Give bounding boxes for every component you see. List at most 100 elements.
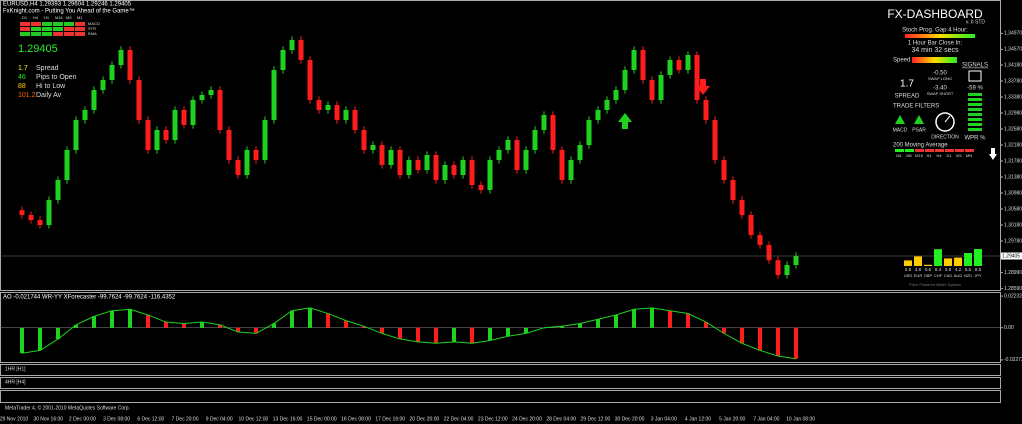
- ao-bar: [56, 327, 60, 340]
- y-tick-label: 1.32580: [1004, 126, 1022, 132]
- macd-icon: [895, 115, 905, 124]
- candle-body: [577, 145, 583, 160]
- x-tick-label: 3 Jan 04:00: [651, 416, 677, 422]
- strength-footer: Price Powered Meter System: [909, 282, 961, 287]
- last-price-box: [1001, 252, 1022, 260]
- candle-body: [721, 160, 727, 180]
- candle-body: [595, 110, 601, 120]
- x-tick-label: 22 Dec 04:00: [444, 416, 474, 422]
- y-tick-label: 1.31380: [1004, 174, 1022, 180]
- timeframe-label: M15: [55, 15, 64, 20]
- ma-label: H4: [936, 153, 942, 158]
- signals-label: SIGNALS: [962, 63, 988, 69]
- x-tick-label: 6 Dec 12:00: [137, 416, 164, 422]
- ma-cell: [905, 149, 914, 152]
- candle-body: [550, 115, 556, 150]
- stat-label: Pips to Open: [36, 74, 77, 81]
- ao-bar: [128, 309, 132, 328]
- candle-body: [658, 75, 664, 100]
- wpr-value: -59 %: [967, 86, 983, 92]
- trade-filters: TRADE FILTERS: [893, 104, 939, 110]
- candle-body: [37, 220, 43, 225]
- ao-bar: [92, 316, 96, 328]
- candle-body: [325, 105, 331, 110]
- last-price-label: 1.29405: [1002, 253, 1020, 259]
- y-tick-label: 1.29780: [1004, 238, 1022, 244]
- ao-bar: [632, 309, 636, 328]
- candle-body: [172, 110, 178, 140]
- y-tick-label: 1.30980: [1004, 190, 1022, 196]
- x-tick-label: 20 Dec 20:00: [410, 416, 440, 422]
- strength-value: 8.5: [975, 267, 982, 272]
- speed-bar: [912, 57, 957, 63]
- ao-bar: [20, 327, 24, 354]
- candle-body: [388, 150, 394, 165]
- x-tick-label: 5 Jan 20:00: [719, 416, 745, 422]
- ao-bar: [434, 327, 438, 344]
- candle-body: [379, 145, 385, 165]
- candle-body: [280, 50, 286, 70]
- signal-cell: [53, 22, 63, 26]
- ao-bar: [218, 324, 222, 328]
- candle-body: [451, 165, 457, 175]
- sell-arrow: [696, 79, 710, 95]
- strength-bar: [924, 264, 932, 266]
- x-tick-label: 13 Dec 16:00: [273, 416, 303, 422]
- candle-body: [748, 215, 754, 235]
- candle-body: [226, 130, 232, 160]
- candle-body: [361, 130, 367, 150]
- swap-short: -3.40: [933, 86, 947, 92]
- stoch-bar: [905, 34, 975, 38]
- candle-body: [154, 130, 160, 150]
- y-tick-label: 1.33780: [1004, 78, 1022, 84]
- y-tick-label: 1.34570: [1004, 47, 1022, 53]
- candle-body: [253, 150, 259, 160]
- footer: MetaTrader 4, © 2001-2010 MetaQuotes Sof…: [5, 404, 130, 411]
- ao-bar: [452, 327, 456, 342]
- ao-bar: [344, 320, 348, 328]
- stat-value: 101.2: [18, 92, 36, 99]
- dash-title: FX-DASHBOARD: [887, 7, 983, 21]
- h1-frame: [0, 364, 1001, 376]
- candle-body: [631, 50, 637, 70]
- ma-cell: [935, 149, 944, 152]
- ao-bar: [686, 313, 690, 328]
- stat-label: Spread: [36, 65, 59, 72]
- candle-body: [478, 185, 484, 190]
- ao-bar: [326, 313, 330, 328]
- timeframe-label: M5: [66, 15, 72, 20]
- candle-body: [514, 140, 520, 170]
- x-tick-label: 30 Dec 20:00: [615, 416, 645, 422]
- strength-bar: [934, 249, 942, 266]
- ma-row: M1 M5 M15 H1 H4 D1 W1 MN: [895, 149, 974, 158]
- ma-cell: [925, 149, 934, 152]
- candle-body: [469, 160, 475, 185]
- ao-line: [21, 307, 797, 360]
- candle-body: [622, 70, 628, 90]
- x-tick-label: 16 Dec 08:00: [341, 416, 371, 422]
- ao-bar: [236, 327, 240, 332]
- candle-body: [775, 260, 781, 275]
- ma-cell: [965, 149, 974, 152]
- candle-body: [586, 120, 592, 145]
- ao-bar: [416, 327, 420, 342]
- y-tick-label: 1.31780: [1004, 158, 1022, 164]
- ma-label: M15: [915, 153, 924, 158]
- ao-bar: [470, 327, 474, 344]
- stoch-label: Stoch Prog. Gap 4 Hour:: [902, 28, 968, 34]
- ma-cell: [915, 149, 924, 152]
- candle-body: [685, 55, 691, 70]
- timeframe-label: H4: [33, 15, 39, 20]
- candle-body: [424, 155, 430, 170]
- tagline: FxKnight.com - Putting You Ahead of the …: [3, 8, 135, 15]
- candle-body: [757, 235, 763, 245]
- x-tick-label: 2 Dec 00:00: [69, 416, 96, 422]
- ao-bar: [488, 327, 492, 341]
- candle-body: [604, 100, 610, 110]
- x-tick-label: 9 Dec 04:00: [206, 416, 233, 422]
- ao-bar: [614, 314, 618, 328]
- signal-cell: [75, 27, 85, 31]
- currency-label: NZD: [964, 273, 972, 278]
- ao-bar: [794, 327, 798, 359]
- timeframe-label: H1: [44, 15, 50, 20]
